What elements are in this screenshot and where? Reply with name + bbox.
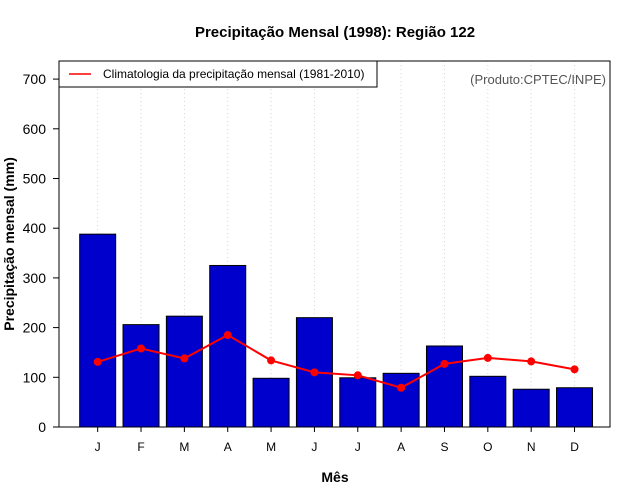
climatology-point-9 [440, 359, 449, 368]
bar-10 [469, 375, 507, 428]
climatology-point-11 [527, 357, 536, 366]
y-axis: 0 100 200 300 400 500 600 700 [23, 71, 59, 435]
bar-9 [425, 345, 463, 428]
climatology-point-10 [483, 353, 492, 362]
legend-entry-climatology: Climatologia da precipitação mensal (198… [103, 67, 364, 81]
climatology-point-6 [310, 368, 319, 377]
x-tick-label: F [137, 440, 144, 454]
x-tick-label: J [95, 440, 101, 454]
climatology-point-3 [180, 354, 189, 363]
bar-4 [209, 264, 247, 428]
bar-5 [252, 377, 290, 428]
x-tick-label: O [483, 440, 492, 454]
legend: Climatologia da precipitação mensal (198… [58, 60, 378, 88]
x-tick-label: J [355, 440, 361, 454]
x-tick-label: J [311, 440, 317, 454]
bar-3 [165, 315, 203, 428]
y-tick-label: 200 [23, 320, 47, 336]
bar-11 [512, 388, 550, 428]
climatology-series [93, 331, 579, 392]
y-tick-label: 700 [23, 71, 47, 87]
y-tick-label: 400 [23, 220, 47, 236]
y-tick-label: 500 [23, 171, 47, 187]
bars-series [79, 233, 594, 428]
climatology-line [97, 333, 575, 389]
legend-box [58, 60, 378, 88]
x-tick-label: D [570, 440, 579, 454]
x-axis-label: Mês [321, 469, 348, 485]
y-tick-label: 0 [38, 419, 46, 435]
product-credit: (Produto:CPTEC/INPE) [470, 72, 606, 87]
chart-title: Precipitação Mensal (1998): Região 122 [195, 24, 475, 41]
bar-2 [122, 324, 160, 428]
bar-7 [339, 377, 377, 428]
x-tick-label: S [440, 440, 448, 454]
bar-1 [79, 233, 117, 428]
climatology-point-4 [223, 331, 232, 340]
x-tick-label: A [397, 440, 405, 454]
y-axis-label: Precipitação mensal (mm) [1, 157, 17, 331]
climatology-point-8 [397, 383, 406, 392]
climatology-point-12 [570, 365, 579, 374]
climatology-point-1 [93, 357, 102, 366]
x-tick-label: N [527, 440, 536, 454]
x-tick-label: M [266, 440, 276, 454]
y-tick-label: 300 [23, 270, 47, 286]
x-tick-label: A [224, 440, 232, 454]
climatology-point-2 [137, 344, 146, 353]
climatology-point-5 [267, 356, 276, 365]
x-tick-label: M [179, 440, 189, 454]
y-tick-label: 600 [23, 121, 47, 137]
bar-12 [556, 387, 594, 428]
y-tick-label: 100 [23, 369, 47, 385]
climatology-point-7 [353, 371, 362, 380]
